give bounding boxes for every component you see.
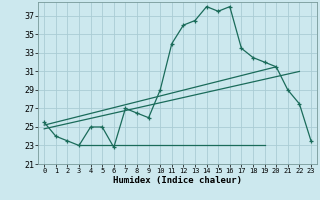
X-axis label: Humidex (Indice chaleur): Humidex (Indice chaleur) (113, 176, 242, 185)
